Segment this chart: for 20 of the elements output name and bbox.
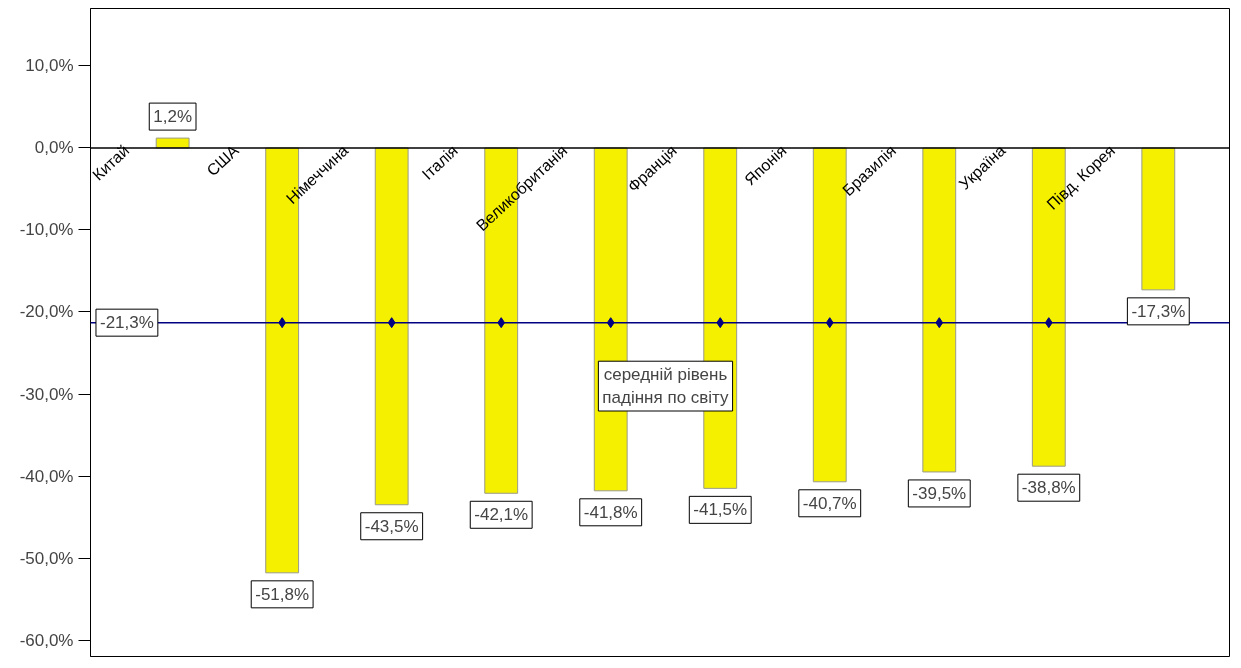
y-tick-label: -10,0%	[19, 220, 74, 240]
data-label: -43,5%	[364, 516, 419, 536]
data-label: -42,1%	[474, 505, 529, 525]
y-tick-label: 0,0%	[34, 138, 74, 158]
data-label: -41,5%	[693, 500, 748, 520]
y-tick-label: -20,0%	[19, 302, 74, 322]
y-tick-label: -30,0%	[19, 384, 74, 404]
data-label: -17,3%	[1131, 301, 1186, 321]
data-label: -40,7%	[802, 493, 857, 513]
y-tick-label: -50,0%	[19, 548, 74, 568]
data-label: 1,2%	[153, 107, 193, 127]
data-label: -38,8%	[1021, 478, 1076, 498]
annotation: середній рівень падіння по світу	[602, 365, 730, 408]
y-tick-label: -60,0%	[19, 630, 74, 650]
data-label: -39,5%	[912, 483, 967, 503]
ref-line-label: -21,3%	[99, 313, 154, 333]
y-tick-label: -40,0%	[19, 466, 74, 486]
data-label: -51,8%	[255, 584, 310, 604]
y-tick-label: 10,0%	[25, 56, 74, 76]
data-label: -41,8%	[583, 502, 638, 522]
